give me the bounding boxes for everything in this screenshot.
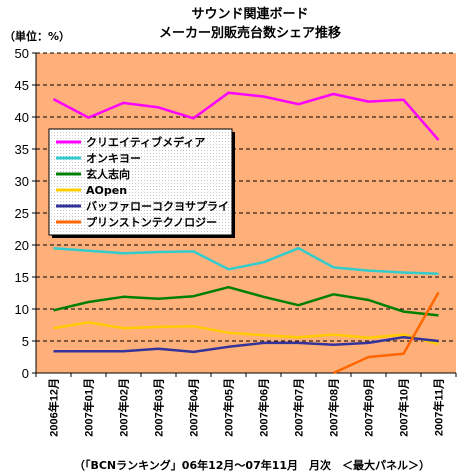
y-tick-label: 30 <box>15 174 29 189</box>
x-tick-label: 2007年06月 <box>257 378 271 437</box>
y-tick-label: 0 <box>22 366 29 381</box>
x-tick-label: 2007年01月 <box>82 378 96 437</box>
y-tick-label: 35 <box>15 142 29 157</box>
y-tick-label: 10 <box>15 302 29 317</box>
x-tick-label: 2007年10月 <box>397 378 411 437</box>
legend-label: クリエイティブメディア <box>86 135 205 149</box>
chart-title-line2: メーカー別販売台数シェア推移 <box>159 25 341 41</box>
x-tick-label: 2007年04月 <box>187 378 201 437</box>
legend-label: プリンストンテクノロジー <box>86 215 217 229</box>
x-tick-label: 2007年09月 <box>362 378 376 437</box>
x-tick-label: 2006年12月 <box>47 378 61 437</box>
legend-label: 玄人志向 <box>86 167 130 181</box>
y-tick-label: 25 <box>15 206 29 221</box>
series-line-6 <box>332 291 440 375</box>
legend-box <box>48 128 233 236</box>
x-tick-label: 2007年02月 <box>117 378 131 437</box>
y-axis: 0 5 10 15 20 25 30 35 40 45 50 <box>15 46 37 381</box>
legend-label: バッファローコクヨサプライ <box>86 199 229 213</box>
y-tick-label: 5 <box>22 334 29 349</box>
x-tick-label: 2007年08月 <box>327 378 341 437</box>
legend-label: オンキヨー <box>86 152 141 165</box>
legend-label: AOpen <box>86 184 127 197</box>
series-line-1 <box>52 91 440 141</box>
y-tick-label: 40 <box>15 110 29 125</box>
series-line-2 <box>53 246 439 276</box>
chart-title-line1: サウンド関連ボード <box>191 6 308 22</box>
y-tick-label: 45 <box>15 78 29 93</box>
x-tick-label: 2007年07月 <box>292 378 306 437</box>
source-footer: （「BCNランキング」06年12月～07年11月 月次 ＜最大パネル＞） <box>74 458 430 472</box>
y-tick-label: 15 <box>15 270 29 285</box>
x-axis: 2006年12月 2007年01月 2007年02月 2007年03月 2007年04月… <box>35 372 457 437</box>
x-tick-label: 2007年11月 <box>432 378 446 436</box>
series-line-3 <box>53 285 439 317</box>
x-tick-label: 2007年05月 <box>222 378 236 437</box>
y-tick-label: 20 <box>15 238 29 253</box>
y-tick-label: 50 <box>15 46 29 61</box>
series-line-5 <box>53 335 439 354</box>
gridlines <box>36 52 456 342</box>
series-line-4 <box>53 321 439 346</box>
x-tick-label: 2007年03月 <box>152 378 166 437</box>
series-lines <box>52 91 440 375</box>
unit-label: （単位：%） <box>4 29 70 43</box>
